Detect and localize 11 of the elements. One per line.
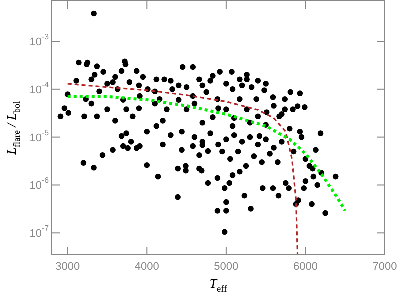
x-axis-title: T$_{eff}$ [210,276,228,293]
y-tick-label: 10$^{-3}$ [30,32,50,48]
x-tick-label: 7000 [372,261,398,273]
x-tick-label: 6000 [293,261,318,273]
x-tick-label: 5000 [214,261,239,273]
x-tick-label: 3000 [56,261,80,273]
y-tick-label: 10$^{-4}$ [30,80,50,96]
x-tick-label: 4000 [134,261,160,273]
y-tick-label: 10$^{-5}$ [30,128,50,144]
y-tick-label: 10$^{-7}$ [30,224,49,240]
y-tick-label: 10$^{-6}$ [30,176,50,192]
